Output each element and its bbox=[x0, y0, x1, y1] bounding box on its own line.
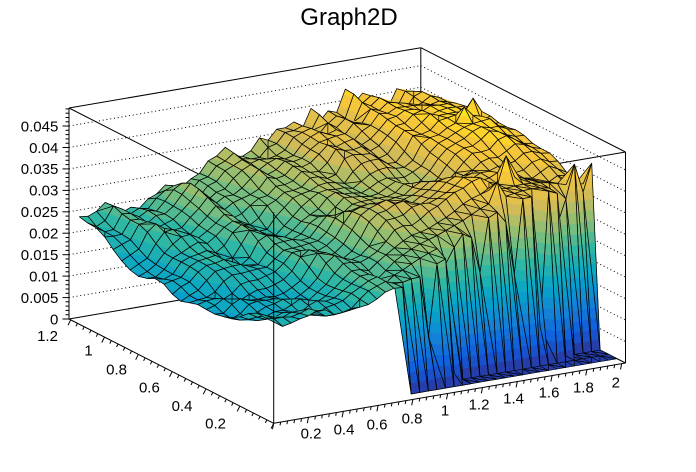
svg-text:0.6: 0.6 bbox=[139, 379, 160, 396]
svg-text:1.8: 1.8 bbox=[573, 379, 594, 396]
svg-text:0.4: 0.4 bbox=[334, 421, 355, 438]
svg-text:0.2: 0.2 bbox=[205, 416, 226, 433]
svg-text:1.6: 1.6 bbox=[539, 384, 560, 401]
svg-text:0.2: 0.2 bbox=[301, 425, 322, 442]
svg-text:0.015: 0.015 bbox=[21, 247, 59, 264]
svg-text:0.8: 0.8 bbox=[402, 410, 423, 427]
svg-text:1: 1 bbox=[441, 402, 449, 419]
svg-text:0.01: 0.01 bbox=[29, 268, 58, 285]
svg-text:0.045: 0.045 bbox=[21, 118, 59, 135]
svg-text:Graph2D: Graph2D bbox=[300, 4, 397, 31]
svg-text:0: 0 bbox=[50, 311, 58, 328]
svg-text:0.025: 0.025 bbox=[21, 204, 59, 221]
svg-text:0.035: 0.035 bbox=[21, 161, 59, 178]
svg-text:0.4: 0.4 bbox=[172, 398, 193, 415]
svg-text:1.2: 1.2 bbox=[469, 396, 490, 413]
svg-text:0.8: 0.8 bbox=[106, 361, 127, 378]
svg-text:0.03: 0.03 bbox=[29, 183, 58, 200]
svg-text:0.6: 0.6 bbox=[367, 416, 388, 433]
svg-text:1.4: 1.4 bbox=[503, 390, 524, 407]
svg-text:0.005: 0.005 bbox=[21, 290, 59, 307]
svg-text:0.04: 0.04 bbox=[29, 140, 58, 157]
svg-text:0.02: 0.02 bbox=[29, 226, 58, 243]
svg-text:1.2: 1.2 bbox=[37, 328, 58, 345]
svg-text:1: 1 bbox=[84, 343, 92, 360]
svg-text:2: 2 bbox=[612, 374, 620, 391]
